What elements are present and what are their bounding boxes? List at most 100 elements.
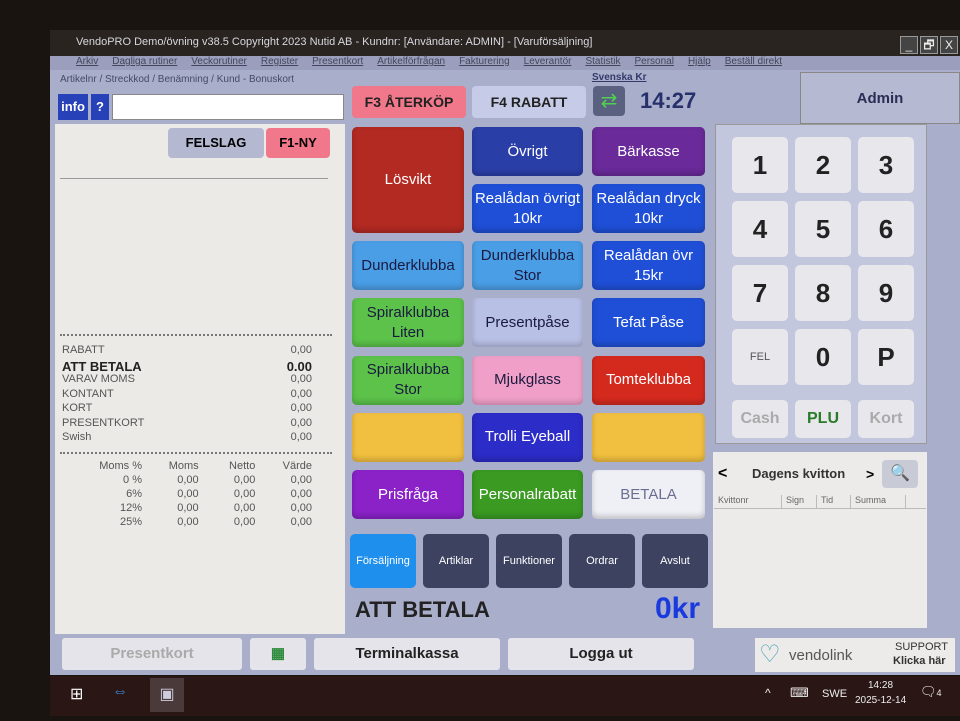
product-button[interactable]: Presentpåse <box>472 298 583 348</box>
menu-item[interactable]: Dagliga rutiner <box>112 56 178 67</box>
receipts-column-header[interactable]: Kvittonr <box>714 495 782 508</box>
menu-item[interactable]: Beställ direkt <box>724 56 782 67</box>
numpad-key[interactable]: 4 <box>732 201 788 257</box>
numpad-key[interactable]: 1 <box>732 137 788 193</box>
numpad-key[interactable]: P <box>858 329 914 385</box>
logout-button[interactable]: Logga ut <box>508 638 694 670</box>
sync-icon[interactable]: ⇄ <box>593 86 625 116</box>
divider <box>60 178 328 179</box>
f3-return-button[interactable]: F3 ÅTERKÖP <box>352 86 466 118</box>
notifications-icon[interactable]: 🗨4 <box>920 684 942 699</box>
numpad-key[interactable]: 8 <box>795 265 851 321</box>
numpad-key[interactable]: 2 <box>795 137 851 193</box>
f4-discount-button[interactable]: F4 RABATT <box>472 86 586 118</box>
nav-tab[interactable]: Artiklar <box>423 534 489 588</box>
info-button[interactable]: info <box>58 94 88 120</box>
support-banner[interactable]: ♡ vendolink SUPPORT Klicka här <box>755 638 955 672</box>
vat-cell: 0,00 <box>233 502 256 514</box>
cash-register-icon[interactable]: ▦ <box>250 638 306 670</box>
numpad-key[interactable]: FEL <box>732 329 788 385</box>
nav-tab[interactable]: Avslut <box>642 534 708 588</box>
teamviewer-icon[interactable]: ⇔ <box>112 683 128 700</box>
menu-item[interactable]: Fakturering <box>459 56 510 67</box>
paytype-button[interactable]: Kort <box>858 400 914 438</box>
product-button[interactable]: Spiralklubba Stor <box>352 355 464 405</box>
close-button[interactable]: X <box>940 36 958 54</box>
felslag-button[interactable]: FELSLAG <box>168 128 264 158</box>
product-button[interactable]: Tomteklubba <box>592 355 705 405</box>
product-button[interactable]: Trolli Eyeball <box>472 412 583 462</box>
vat-column-header: Värde <box>282 460 312 472</box>
menu-item[interactable]: Arkiv <box>76 56 99 67</box>
terminal-button[interactable]: Terminalkassa <box>314 638 500 670</box>
nav-tab[interactable]: Försäljning <box>350 534 416 588</box>
product-button[interactable]: Lösvikt <box>352 127 464 233</box>
restore-button[interactable]: 🗗 <box>920 36 938 54</box>
minimize-button[interactable]: _ <box>900 36 918 54</box>
vendopro-task-icon[interactable]: ▣ <box>150 678 184 712</box>
search-icon[interactable]: 🔍 <box>882 460 918 488</box>
product-button[interactable]: Bärkasse <box>592 127 705 176</box>
menu-item[interactable]: Statistik <box>585 56 621 67</box>
product-button[interactable]: Övrigt <box>472 127 583 176</box>
numpad-key[interactable]: 7 <box>732 265 788 321</box>
product-button[interactable] <box>592 412 705 462</box>
numpad-key[interactable]: 9 <box>858 265 914 321</box>
language-indicator[interactable]: SWE <box>822 688 848 700</box>
product-button[interactable]: Dunderklubba <box>352 241 464 290</box>
windows-start-icon[interactable]: ⊞ <box>70 686 84 703</box>
menu-item[interactable]: Personal <box>634 56 674 67</box>
support-label: SUPPORT <box>895 641 948 653</box>
vat-cell: 0,00 <box>233 516 256 528</box>
product-button[interactable]: Realådan dryck 10kr <box>592 184 705 233</box>
receipts-next-button[interactable]: > <box>866 466 875 482</box>
keyboard-icon[interactable]: ⌨ <box>790 685 809 700</box>
menu-item[interactable]: Leverantör <box>523 56 572 67</box>
help-button[interactable]: ? <box>91 94 109 120</box>
product-button[interactable]: Realådan övr 15kr <box>592 241 705 290</box>
menu-item[interactable]: Veckorutiner <box>191 56 247 67</box>
product-button[interactable]: Tefat Påse <box>592 298 705 348</box>
menu-item[interactable]: Artikelförfrågan <box>377 56 446 67</box>
vat-cell: 0 % <box>123 474 142 486</box>
menu-item[interactable]: Register <box>260 56 299 67</box>
tray-chevron-icon[interactable]: ^ <box>765 686 771 700</box>
product-button[interactable]: Prisfråga <box>352 470 464 520</box>
paytype-button[interactable]: Cash <box>732 400 788 438</box>
product-button[interactable]: Dunderklubba Stor <box>472 241 583 290</box>
receipts-column-header[interactable]: Sign <box>782 495 817 508</box>
product-button[interactable]: Personalrabatt <box>472 470 583 520</box>
nav-tab[interactable]: Ordrar <box>569 534 635 588</box>
total-value: 0,00 <box>290 431 312 443</box>
numpad-key[interactable]: 5 <box>795 201 851 257</box>
receipts-prev-button[interactable]: < <box>718 465 728 482</box>
receipts-column-header[interactable]: Tid <box>817 495 851 508</box>
f1-new-button[interactable]: F1-NY <box>266 128 330 158</box>
numpad-key[interactable]: 6 <box>858 201 914 257</box>
product-button[interactable]: Spiralklubba Liten <box>352 298 464 348</box>
total-row: Swish 0,00 <box>62 431 312 443</box>
menu-item[interactable]: Hjälp <box>687 56 711 67</box>
product-button[interactable]: BETALA <box>592 470 705 520</box>
currency-label: Svenska Kr <box>592 72 647 83</box>
user-label: Admin <box>800 72 960 124</box>
menu-item[interactable]: Presentkort <box>312 56 364 67</box>
nav-tab[interactable]: Funktioner <box>496 534 562 588</box>
receipts-column-header[interactable]: Summa <box>851 495 906 508</box>
giftcard-button[interactable]: Presentkort <box>62 638 242 670</box>
search-input[interactable] <box>112 94 344 120</box>
product-button[interactable] <box>352 412 464 462</box>
product-button[interactable]: Mjukglass <box>472 355 583 405</box>
vat-cell: 12% <box>119 502 142 514</box>
total-value: 0,00 <box>290 373 312 385</box>
taskbar-date[interactable]: 2025-12-14 <box>855 695 907 706</box>
product-button[interactable]: Realådan övrigt 10kr <box>472 184 583 233</box>
numpad-key[interactable]: 3 <box>858 137 914 193</box>
vat-cell: 0,00 <box>177 502 199 514</box>
paytype-button[interactable]: PLU <box>795 400 851 438</box>
vat-cell: 0,00 <box>290 474 312 486</box>
vat-header: Moms % Moms Netto Värde <box>62 460 312 472</box>
taskbar-time[interactable]: 14:28 <box>868 680 894 691</box>
divider <box>60 452 332 454</box>
numpad-key[interactable]: 0 <box>795 329 851 385</box>
